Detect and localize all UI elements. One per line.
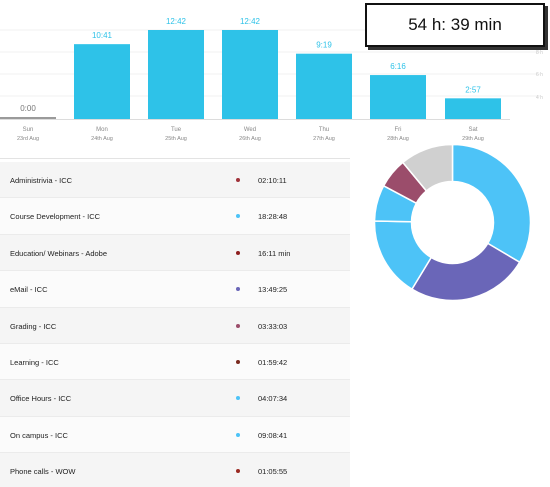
x-tick-day: Wed bbox=[244, 127, 256, 133]
total-time-label: 54 h: 39 min bbox=[408, 15, 502, 34]
color-dot-icon bbox=[236, 432, 240, 437]
donut-slice[interactable] bbox=[410, 242, 521, 302]
activity-duration: 04:07:34 bbox=[258, 394, 288, 404]
bar-value-label: 12:42 bbox=[240, 17, 261, 26]
activity-duration: 01:05:55 bbox=[258, 467, 288, 477]
activity-name: Course Development - ICC bbox=[10, 212, 101, 222]
bar-mon[interactable] bbox=[74, 44, 130, 119]
x-tick-date: 23rd Aug bbox=[17, 136, 39, 142]
color-dot-icon bbox=[236, 178, 240, 182]
color-dot-icon bbox=[236, 359, 240, 364]
chart-divider bbox=[0, 158, 350, 159]
activity-duration: 18:28:48 bbox=[258, 212, 288, 222]
bar-value-label: 10:41 bbox=[92, 31, 113, 40]
list-item[interactable]: Phone calls - WOW 01:05:55 bbox=[0, 453, 350, 487]
right-axis-tick: 6 h bbox=[536, 72, 543, 78]
x-tick-day: Sun bbox=[23, 127, 34, 133]
bar-value-label: 0:00 bbox=[20, 104, 36, 113]
color-dot-icon bbox=[236, 214, 240, 219]
total-time-box: 54 h: 39 min bbox=[365, 3, 545, 47]
activity-name: Education/ Webinars - Adobe bbox=[10, 248, 108, 258]
x-tick-date: 28th Aug bbox=[387, 136, 409, 142]
x-tick-day: Thu bbox=[319, 127, 329, 133]
list-item[interactable]: Office Hours - ICC 04:07:34 bbox=[0, 380, 350, 417]
bar-tue[interactable] bbox=[148, 30, 204, 119]
x-tick-date: 25th Aug bbox=[165, 136, 187, 142]
activity-name: Office Hours - ICC bbox=[10, 394, 72, 404]
list-item[interactable]: Learning - ICC 01:59:42 bbox=[0, 343, 350, 381]
list-item[interactable]: eMail - ICC 13:49:25 bbox=[0, 271, 350, 308]
bar-value-label: 12:42 bbox=[166, 17, 187, 26]
activity-name: Administrivia - ICC bbox=[10, 176, 73, 185]
color-dot-icon bbox=[236, 250, 240, 255]
activity-duration: 02:10:11 bbox=[258, 176, 287, 185]
right-axis-tick: 8 h bbox=[536, 50, 543, 56]
weekly-bar-chart: 8 h 6 h 4 h 0:00 Sun 23rd Aug 10:41 Mon 24th Aug… bbox=[0, 0, 550, 160]
activity-list: Administrivia - ICC 02:10:11 Course Develo… bbox=[0, 162, 350, 487]
activity-name: On campus - ICC bbox=[10, 430, 68, 440]
color-dot-icon bbox=[236, 469, 240, 474]
activity-name: eMail - ICC bbox=[10, 285, 48, 295]
activity-name: Learning - ICC bbox=[10, 357, 59, 367]
x-tick-date: 29th Aug bbox=[462, 136, 484, 142]
activity-donut-chart bbox=[373, 143, 532, 302]
color-dot-icon bbox=[236, 396, 240, 401]
x-tick-day: Sat bbox=[468, 127, 477, 133]
bar-sun[interactable] bbox=[0, 117, 56, 119]
list-item[interactable]: Course Development - ICC 18:28:48 bbox=[0, 198, 350, 235]
activity-duration: 09:08:41 bbox=[258, 430, 288, 440]
donut-slice[interactable] bbox=[451, 143, 532, 264]
bar-value-label: 9:19 bbox=[316, 41, 332, 50]
bar-value-label: 6:16 bbox=[390, 62, 406, 71]
x-tick-date: 26th Aug bbox=[239, 136, 261, 142]
donut-slice[interactable] bbox=[401, 143, 454, 192]
activity-duration: 01:59:42 bbox=[258, 357, 288, 367]
list-item[interactable]: Administrivia - ICC 02:10:11 bbox=[0, 162, 350, 199]
x-tick-date: 27th Aug bbox=[313, 136, 335, 142]
x-tick-date: 24th Aug bbox=[91, 136, 113, 142]
bar-fri[interactable] bbox=[370, 75, 426, 119]
bar-value-label: 2:57 bbox=[465, 85, 481, 94]
list-item[interactable]: Education/ Webinars - Adobe 16:11 min bbox=[0, 234, 350, 272]
x-tick-day: Tue bbox=[171, 127, 182, 133]
activity-name: Grading - ICC bbox=[10, 321, 57, 331]
bar-wed[interactable] bbox=[222, 30, 278, 119]
right-axis-tick: 4 h bbox=[536, 95, 543, 101]
x-tick-day: Fri bbox=[395, 127, 402, 133]
bar-thu[interactable] bbox=[296, 53, 352, 119]
activity-duration: 03:33:03 bbox=[258, 321, 288, 331]
list-item[interactable]: On campus - ICC 09:08:41 bbox=[0, 416, 350, 454]
bar-chart-svg: 8 h 6 h 4 h 0:00 Sun 23rd Aug 10:41 Mon 24th Aug… bbox=[0, 17, 543, 142]
activity-duration: 13:49:25 bbox=[258, 285, 288, 295]
activity-duration: 16:11 min bbox=[258, 248, 291, 258]
list-item[interactable]: Grading - ICC 03:33:03 bbox=[0, 307, 350, 344]
x-tick-day: Mon bbox=[96, 127, 108, 133]
color-dot-icon bbox=[236, 323, 240, 328]
bar-sat[interactable] bbox=[445, 98, 501, 119]
activity-name: Phone calls - WOW bbox=[10, 467, 76, 477]
color-dot-icon bbox=[236, 287, 240, 292]
